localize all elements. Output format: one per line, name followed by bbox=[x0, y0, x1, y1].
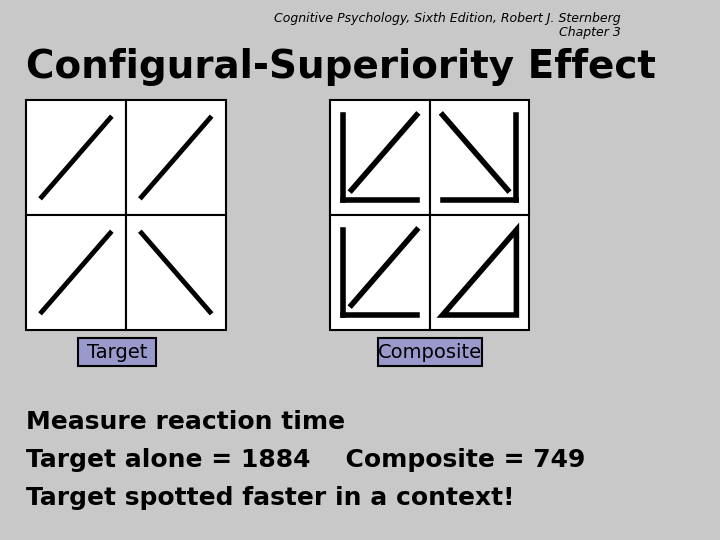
Bar bbox=[430, 100, 529, 215]
Text: Target: Target bbox=[87, 342, 148, 361]
FancyBboxPatch shape bbox=[78, 338, 156, 366]
FancyBboxPatch shape bbox=[377, 338, 482, 366]
Text: Measure reaction time: Measure reaction time bbox=[26, 410, 345, 434]
Bar bbox=[126, 215, 225, 330]
Text: Cognitive Psychology, Sixth Edition, Robert J. Sternberg: Cognitive Psychology, Sixth Edition, Rob… bbox=[274, 12, 621, 25]
Bar bbox=[26, 215, 126, 330]
Bar bbox=[26, 100, 126, 215]
Bar bbox=[126, 100, 225, 215]
Bar bbox=[430, 215, 529, 330]
Bar bbox=[330, 100, 430, 215]
Text: Configural-Superiority Effect: Configural-Superiority Effect bbox=[26, 48, 656, 86]
Bar bbox=[330, 215, 430, 330]
Text: Chapter 3: Chapter 3 bbox=[559, 26, 621, 39]
Text: Target spotted faster in a context!: Target spotted faster in a context! bbox=[26, 486, 515, 510]
Text: Composite: Composite bbox=[377, 342, 482, 361]
Text: Target alone = 1884    Composite = 749: Target alone = 1884 Composite = 749 bbox=[26, 448, 585, 472]
